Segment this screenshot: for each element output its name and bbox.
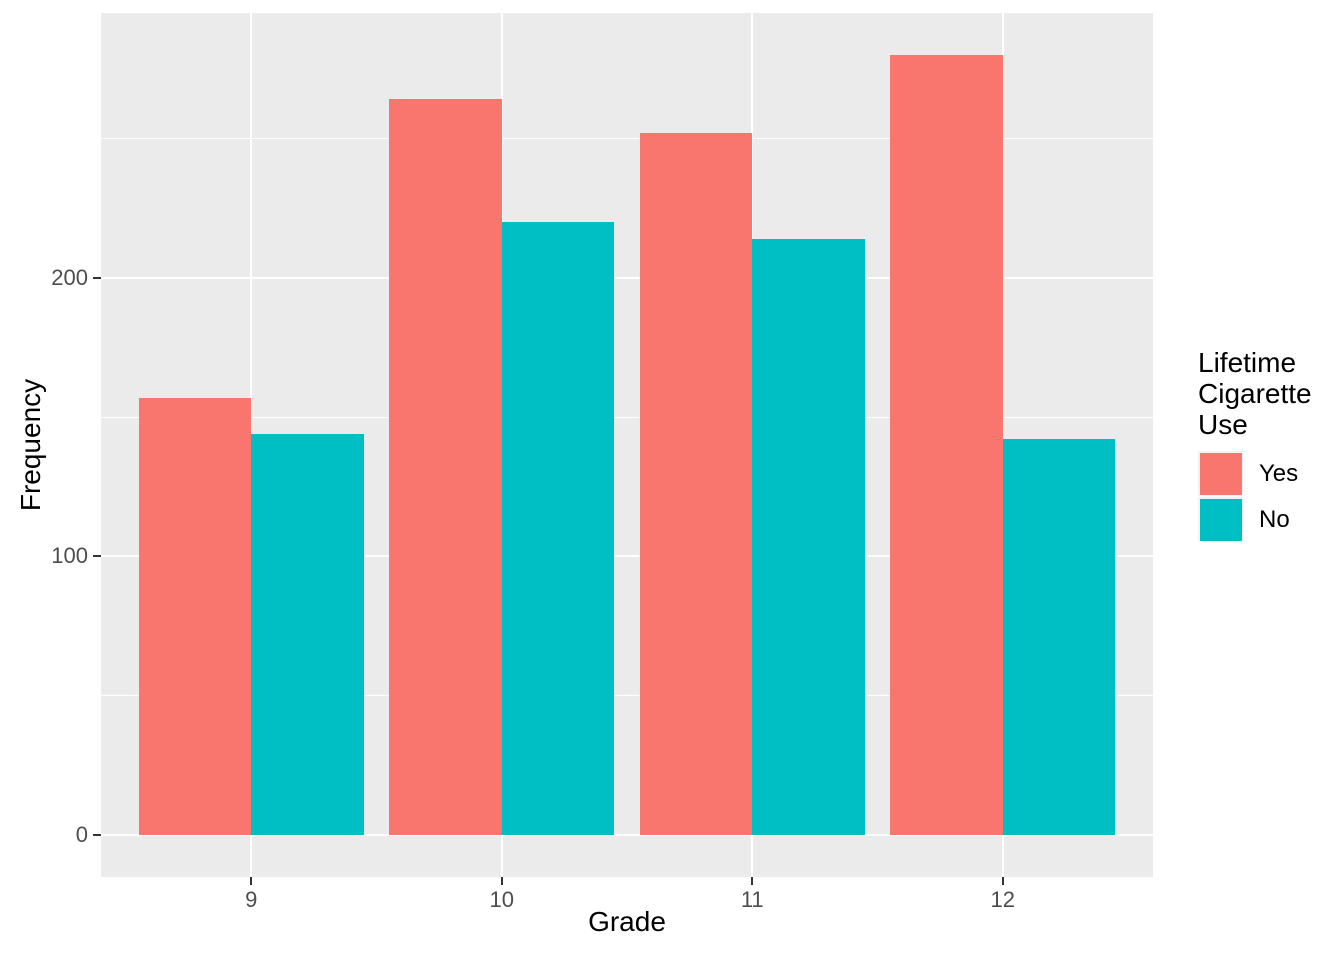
y-axis-title: Frequency: [15, 378, 46, 512]
legend-items: Yes No: [1198, 451, 1330, 542]
y-tick-200: [93, 276, 101, 279]
bar-no-grade-10: [501, 222, 615, 836]
gridline-minor-y-150: [101, 416, 1153, 418]
legend-label-yes: Yes: [1259, 459, 1299, 487]
gridline-major-y-100: [101, 555, 1153, 558]
x-tick-label-10: 10: [489, 887, 514, 912]
x-tick-12: [1001, 877, 1004, 885]
y-tick-0: [93, 834, 101, 837]
legend: Lifetime Cigarette Use Yes No: [1198, 347, 1330, 543]
legend-item-no: No: [1198, 497, 1330, 542]
x-tick-11: [751, 877, 754, 885]
gridline-minor-y-50: [101, 695, 1153, 697]
legend-swatch-yes: [1199, 452, 1242, 495]
bar-yes-grade-10: [389, 99, 502, 836]
legend-key-yes: [1198, 451, 1243, 496]
x-axis-title: Grade: [588, 906, 666, 937]
x-tick-label-9: 9: [245, 887, 258, 912]
x-tick-10: [500, 877, 503, 885]
x-tick-label-11: 11: [740, 887, 764, 912]
y-tick-label-200: 200: [51, 264, 88, 290]
gridline-minor-y-250: [101, 137, 1153, 139]
gridline-major-y-0: [101, 834, 1153, 837]
plot-panel: [101, 13, 1153, 877]
bar-yes-grade-11: [639, 132, 753, 836]
gridline-major-y-200: [101, 276, 1153, 279]
x-tick-9: [250, 877, 253, 885]
legend-title: Lifetime Cigarette Use: [1198, 347, 1312, 440]
legend-swatch-no: [1199, 498, 1242, 541]
y-tick-100: [93, 555, 101, 558]
y-tick-label-0: 0: [75, 822, 88, 848]
legend-item-yes: Yes: [1198, 451, 1330, 496]
legend-label-no: No: [1259, 505, 1290, 533]
legend-key-no: [1198, 497, 1243, 542]
bar-no-grade-12: [1002, 439, 1116, 836]
bar-no-grade-9: [251, 433, 364, 836]
bar-no-grade-11: [752, 238, 865, 836]
y-tick-label-100: 100: [51, 543, 88, 569]
bar-yes-grade-9: [138, 397, 252, 836]
x-tick-label-12: 12: [990, 887, 1015, 912]
bar-yes-grade-12: [890, 54, 1003, 836]
